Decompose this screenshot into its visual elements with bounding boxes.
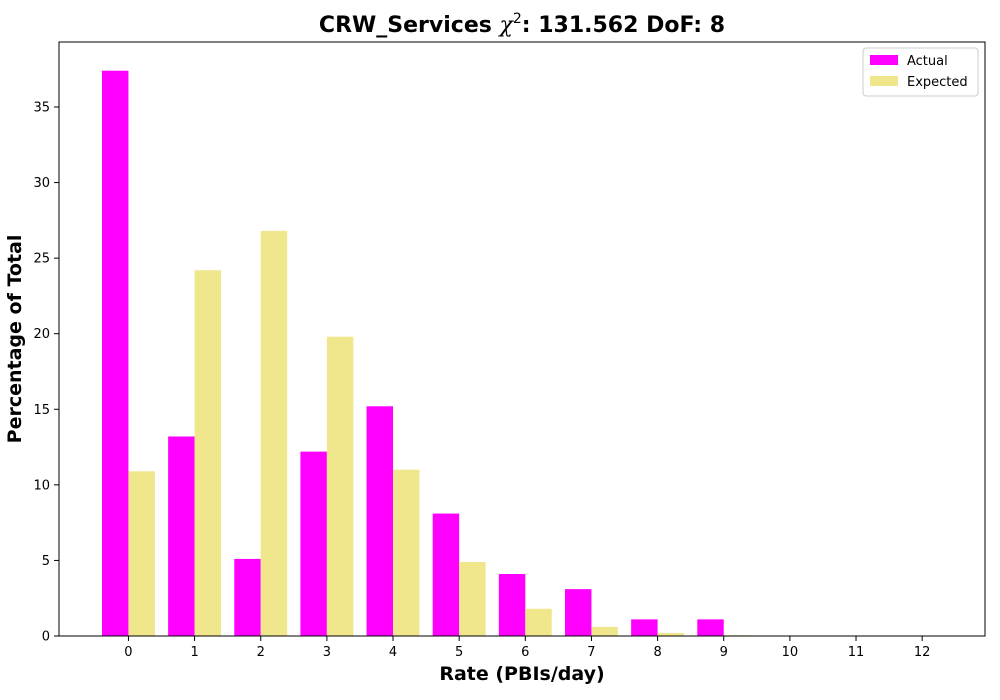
x-tick-label: 9 bbox=[720, 645, 728, 660]
chart-title: CRW_Services χ2: 131.562 DoF: 8 bbox=[319, 11, 725, 38]
y-tick-label: 25 bbox=[33, 252, 50, 267]
bar-actual-4 bbox=[366, 406, 394, 636]
legend: Actual Expected bbox=[862, 47, 979, 97]
x-tick-label: 0 bbox=[124, 645, 132, 660]
x-tick-label: 5 bbox=[455, 645, 463, 660]
bar-expected-2 bbox=[260, 230, 288, 636]
bar-expected-5 bbox=[459, 561, 486, 636]
y-tick-label: 30 bbox=[33, 176, 50, 191]
y-tick-label: 35 bbox=[33, 100, 50, 115]
bar-actual-6 bbox=[498, 574, 526, 636]
title-prefix: CRW_Services bbox=[319, 13, 500, 38]
y-tick-label: 20 bbox=[33, 327, 50, 342]
bar-expected-7 bbox=[591, 626, 618, 636]
bar-expected-1 bbox=[194, 270, 222, 636]
bar-actual-1 bbox=[168, 436, 195, 636]
bars-group bbox=[101, 70, 751, 637]
legend-swatch-expected bbox=[870, 76, 898, 86]
bar-actual-0 bbox=[101, 70, 129, 637]
bar-expected-4 bbox=[393, 469, 420, 636]
bar-actual-2 bbox=[234, 558, 261, 636]
y-tick-label: 0 bbox=[42, 630, 50, 645]
y-tick-label: 10 bbox=[33, 478, 50, 493]
bar-actual-5 bbox=[432, 513, 460, 636]
bar-actual-3 bbox=[300, 451, 327, 636]
title-chi: χ bbox=[498, 13, 515, 38]
x-tick-label: 12 bbox=[914, 645, 931, 660]
y-axis-label: Percentage of Total bbox=[4, 235, 26, 444]
bar-actual-7 bbox=[564, 589, 592, 636]
bar-expected-3 bbox=[326, 336, 354, 636]
x-tick-label: 2 bbox=[257, 645, 265, 660]
legend-label-actual: Actual bbox=[907, 54, 948, 69]
x-tick-label: 3 bbox=[323, 645, 331, 660]
x-axis-ticks: 0 1 2 3 4 5 6 7 8 9 10 11 12 bbox=[124, 636, 930, 660]
bar-expected-8 bbox=[657, 632, 685, 636]
bar-actual-8 bbox=[631, 619, 658, 636]
x-tick-label: 10 bbox=[782, 645, 799, 660]
x-tick-label: 6 bbox=[521, 645, 529, 660]
title-superscript: 2 bbox=[513, 11, 522, 27]
plot-frame bbox=[58, 41, 986, 637]
x-tick-label: 7 bbox=[587, 645, 595, 660]
legend-label-expected: Expected bbox=[907, 75, 968, 90]
bar-expected-0 bbox=[128, 471, 155, 636]
x-tick-label: 4 bbox=[389, 645, 397, 660]
x-tick-label: 11 bbox=[848, 645, 865, 660]
x-tick-label: 8 bbox=[653, 645, 661, 660]
legend-swatch-actual bbox=[870, 55, 898, 65]
x-tick-label: 1 bbox=[190, 645, 198, 660]
bar-expected-6 bbox=[525, 608, 552, 636]
y-axis-ticks: 0 5 10 15 20 25 30 35 bbox=[33, 100, 59, 645]
title-suffix: : 131.562 DoF: 8 bbox=[522, 13, 725, 38]
y-tick-label: 5 bbox=[42, 554, 50, 569]
y-tick-label: 15 bbox=[33, 403, 50, 418]
x-axis-label: Rate (PBIs/day) bbox=[439, 663, 604, 685]
bar-actual-9 bbox=[697, 619, 724, 636]
